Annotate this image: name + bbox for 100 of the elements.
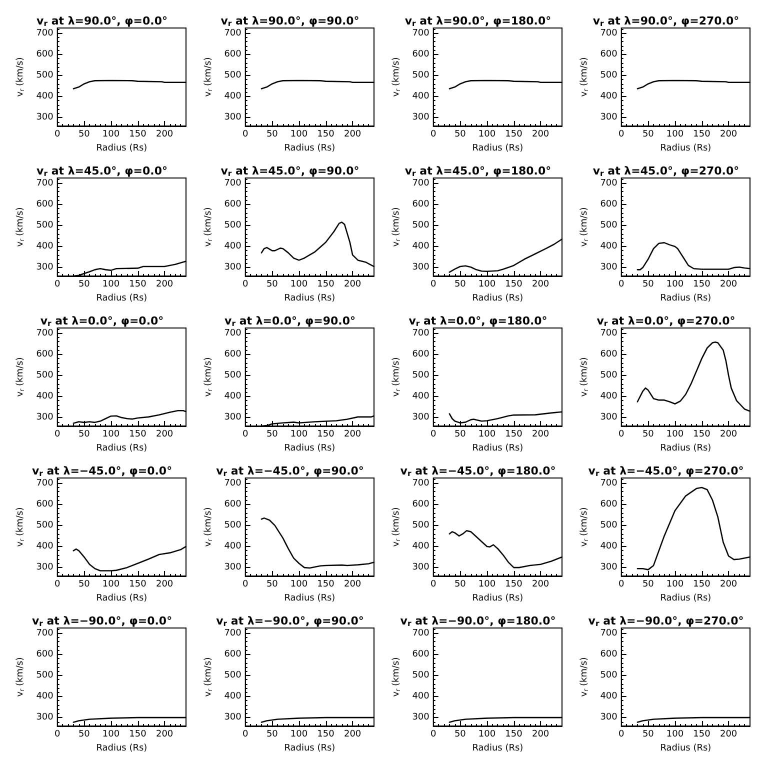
y-tick-label: 700 bbox=[412, 178, 430, 188]
y-tick-label: 700 bbox=[36, 28, 54, 38]
x-tick-label: 150 bbox=[505, 130, 523, 140]
y-tick-label: 700 bbox=[412, 628, 430, 638]
x-tick-label: 200 bbox=[344, 580, 362, 590]
x-tick-label: 100 bbox=[290, 430, 308, 440]
y-tick-label: 600 bbox=[36, 349, 54, 360]
x-tick-label: 50 bbox=[642, 580, 654, 590]
x-tick-label: 50 bbox=[454, 430, 466, 440]
x-axis-title: Radius (Rs) bbox=[660, 143, 712, 154]
x-axis-title: Radius (Rs) bbox=[284, 143, 336, 154]
y-tick-label: 300 bbox=[412, 262, 430, 273]
x-tick-label: 150 bbox=[129, 280, 147, 290]
x-tick-label: 200 bbox=[344, 730, 362, 740]
y-tick-label: 700 bbox=[412, 478, 430, 488]
x-tick-label: 200 bbox=[720, 580, 738, 590]
x-tick-label: 150 bbox=[317, 280, 335, 290]
y-tick-label: 600 bbox=[224, 349, 242, 360]
x-axis-title: Radius (Rs) bbox=[284, 293, 336, 304]
x-tick-label: 200 bbox=[720, 280, 738, 290]
y-tick-label: 500 bbox=[600, 370, 618, 380]
x-tick-label: 50 bbox=[454, 130, 466, 140]
y-tick-label: 600 bbox=[600, 499, 618, 510]
x-axis-title: Radius (Rs) bbox=[472, 143, 524, 154]
y-tick-label: 700 bbox=[600, 28, 618, 38]
x-tick-label: 0 bbox=[430, 280, 437, 290]
x-tick-label: 100 bbox=[290, 130, 308, 140]
x-tick-label: 150 bbox=[505, 580, 523, 590]
y-tick-label: 500 bbox=[224, 370, 242, 380]
x-tick-label: 50 bbox=[266, 430, 278, 440]
y-tick-label: 300 bbox=[600, 412, 618, 423]
x-tick-label: 0 bbox=[54, 130, 61, 140]
x-tick-label: 0 bbox=[54, 280, 61, 290]
x-axis-title: Radius (Rs) bbox=[472, 293, 524, 304]
x-tick-label: 50 bbox=[454, 280, 466, 290]
x-axis-title: Radius (Rs) bbox=[284, 443, 336, 454]
y-tick-label: 300 bbox=[412, 412, 430, 423]
y-tick-label: 400 bbox=[412, 91, 430, 102]
x-tick-label: 200 bbox=[720, 730, 738, 740]
x-tick-label: 50 bbox=[642, 730, 654, 740]
x-axis-title: Radius (Rs) bbox=[472, 593, 524, 604]
y-tick-label: 600 bbox=[36, 499, 54, 510]
y-tick-label: 500 bbox=[412, 370, 430, 380]
x-axis-title: Radius (Rs) bbox=[472, 443, 524, 454]
x-tick-label: 100 bbox=[666, 430, 684, 440]
x-tick-label: 100 bbox=[478, 280, 496, 290]
y-tick-label: 700 bbox=[36, 328, 54, 338]
y-tick-label: 600 bbox=[412, 49, 430, 60]
y-tick-label: 500 bbox=[224, 220, 242, 230]
x-tick-label: 200 bbox=[532, 280, 550, 290]
y-tick-label: 500 bbox=[600, 670, 618, 680]
y-tick-label: 700 bbox=[600, 478, 618, 488]
y-tick-label: 400 bbox=[224, 241, 242, 252]
x-tick-label: 100 bbox=[478, 430, 496, 440]
x-tick-label: 200 bbox=[532, 730, 550, 740]
y-tick-label: 600 bbox=[224, 49, 242, 60]
x-tick-label: 100 bbox=[666, 580, 684, 590]
x-tick-label: 50 bbox=[78, 580, 90, 590]
x-tick-label: 100 bbox=[102, 580, 120, 590]
x-tick-label: 150 bbox=[505, 280, 523, 290]
x-tick-label: 0 bbox=[430, 130, 437, 140]
x-tick-label: 50 bbox=[78, 730, 90, 740]
x-axis-title: Radius (Rs) bbox=[472, 743, 524, 754]
x-tick-label: 50 bbox=[642, 280, 654, 290]
y-tick-label: 600 bbox=[600, 349, 618, 360]
x-tick-label: 150 bbox=[129, 430, 147, 440]
y-tick-label: 400 bbox=[600, 241, 618, 252]
y-tick-label: 500 bbox=[36, 370, 54, 380]
y-tick-label: 300 bbox=[600, 712, 618, 723]
x-tick-label: 150 bbox=[129, 730, 147, 740]
x-tick-label: 200 bbox=[156, 130, 174, 140]
x-tick-label: 200 bbox=[532, 580, 550, 590]
y-tick-label: 500 bbox=[36, 70, 54, 80]
x-tick-label: 100 bbox=[102, 280, 120, 290]
x-tick-label: 50 bbox=[78, 280, 90, 290]
y-tick-label: 600 bbox=[412, 649, 430, 660]
y-tick-label: 500 bbox=[224, 520, 242, 530]
y-tick-label: 500 bbox=[600, 70, 618, 80]
y-tick-label: 300 bbox=[36, 562, 54, 573]
y-tick-label: 400 bbox=[412, 241, 430, 252]
y-tick-label: 700 bbox=[224, 628, 242, 638]
x-tick-label: 100 bbox=[290, 280, 308, 290]
y-tick-label: 600 bbox=[600, 649, 618, 660]
x-tick-label: 150 bbox=[317, 730, 335, 740]
y-tick-label: 500 bbox=[36, 670, 54, 680]
y-tick-label: 300 bbox=[224, 412, 242, 423]
x-tick-label: 100 bbox=[478, 580, 496, 590]
x-tick-label: 0 bbox=[618, 430, 625, 440]
x-tick-label: 0 bbox=[242, 280, 249, 290]
y-tick-label: 500 bbox=[224, 670, 242, 680]
y-tick-label: 300 bbox=[224, 562, 242, 573]
y-tick-label: 600 bbox=[36, 49, 54, 60]
x-tick-label: 150 bbox=[693, 430, 711, 440]
x-tick-label: 0 bbox=[430, 430, 437, 440]
y-tick-label: 600 bbox=[412, 199, 430, 210]
x-tick-label: 50 bbox=[78, 430, 90, 440]
y-tick-label: 400 bbox=[600, 691, 618, 702]
y-tick-label: 700 bbox=[600, 628, 618, 638]
y-tick-label: 700 bbox=[412, 328, 430, 338]
x-tick-label: 0 bbox=[618, 130, 625, 140]
